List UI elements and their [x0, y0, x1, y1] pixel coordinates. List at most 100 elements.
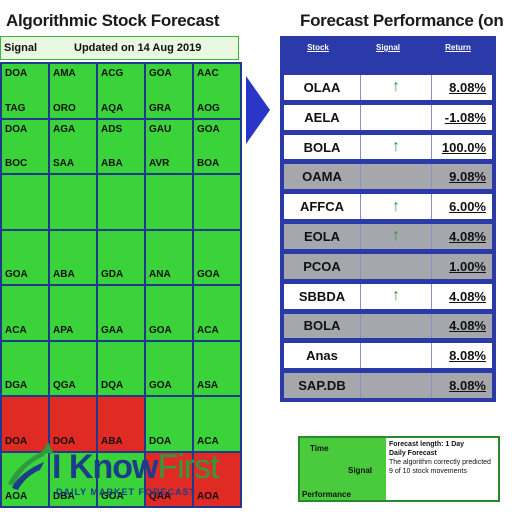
heatmap-cell[interactable]: GOA BOA	[194, 119, 240, 173]
heatmap-cell-top-label: DOA	[5, 123, 28, 135]
logo-tagline: DAILY MARKET FORECAST	[56, 487, 197, 497]
stock-symbol: AELA	[304, 109, 340, 125]
arrow-up-icon	[360, 164, 432, 190]
legend-description: Forecast length: 1 Day Daily Forecast Th…	[386, 438, 498, 500]
heatmap-cell[interactable]: GAU AVR	[146, 119, 192, 173]
return-percent: 4.08%	[449, 318, 486, 334]
heatmap-cell-bottom-label: SAA	[53, 158, 75, 169]
heatmap-cell[interactable]: GOA	[146, 286, 192, 340]
col-header-stock[interactable]: Stock	[307, 43, 329, 52]
heatmap-cell[interactable]: DOA	[146, 397, 192, 451]
heatmap-cell-bottom-label: ANA	[149, 269, 171, 280]
performance-row[interactable]: BOLA ↑ 100.0%	[283, 133, 493, 161]
heatmap-cell-bottom-label: AVR	[149, 158, 170, 169]
heatmap-cell[interactable]: AAC AOG	[194, 64, 240, 118]
col-header-return[interactable]: Return	[445, 43, 471, 52]
performance-row[interactable]: PCOA 1.00%	[283, 252, 493, 280]
heatmap-cell-bottom-label: TAG	[5, 102, 26, 114]
heatmap-cell[interactable]: ABA	[98, 397, 144, 451]
heatmap-cell[interactable]: AMA ORO	[50, 64, 96, 118]
heatmap-cell[interactable]: GOA	[194, 230, 240, 284]
heatmap-cell-bottom-label: GOA	[197, 269, 220, 280]
heatmap-cell-bottom-label: ACA	[5, 324, 27, 336]
legend-line-3: The algorithm correctly predicted 9 of 1…	[389, 459, 491, 475]
return-percent: -1.08%	[444, 109, 486, 125]
heatmap-cell[interactable]: QGA	[50, 341, 96, 395]
heatmap-cell-bottom-label: ACA	[197, 324, 219, 336]
heatmap-cell-top-label: DOA	[5, 68, 28, 79]
performance-row[interactable]: OAMA 9.08%	[283, 163, 493, 191]
performance-row[interactable]: Anas 8.08%	[283, 342, 493, 370]
return-percent: 8.08%	[449, 79, 486, 95]
arrow-up-icon	[360, 104, 432, 130]
heatmap-cell-bottom-label: DOA	[53, 435, 76, 447]
performance-row[interactable]: AFFCA ↑ 6.00%	[283, 193, 493, 221]
performance-row[interactable]: SAP.DB 8.08%	[283, 372, 493, 399]
heatmap-cell[interactable]: ACA	[2, 286, 48, 340]
heatmap-cell[interactable]: GOA	[2, 230, 48, 284]
heatmap-cell[interactable]	[2, 175, 48, 229]
heatmap-cell[interactable]: ASA	[194, 341, 240, 395]
return-percent: 4.08%	[449, 228, 486, 244]
stock-symbol: BOLA	[303, 139, 341, 155]
legend-line-2: Daily Forecast	[389, 450, 437, 457]
legend-key: Time Signal Performance	[300, 438, 386, 500]
heatmap-cell-top-label: GOA	[149, 68, 172, 79]
performance-row[interactable]: EOLA ↑ 4.08%	[283, 223, 493, 250]
return-percent: 100.0%	[441, 139, 486, 155]
heatmap-cell[interactable]: AGA SAA	[50, 119, 96, 173]
performance-table-header: Stock Signal Return	[283, 39, 493, 71]
performance-row[interactable]: OLAA ↑ 8.08%	[283, 74, 493, 101]
return-percent: 8.08%	[449, 378, 486, 394]
heatmap-cell-bottom-label: AOA	[197, 491, 220, 502]
heatmap-cell[interactable]: DGA	[2, 341, 48, 395]
heatmap-cell[interactable]	[50, 175, 96, 229]
performance-row[interactable]: BOLA 4.08%	[283, 312, 493, 340]
heatmap-cell-bottom-label: AOG	[197, 102, 220, 114]
heatmap-cell-bottom-label: GOA	[5, 269, 28, 280]
heatmap-cell-bottom-label: APA	[53, 324, 74, 336]
heatmap-cell[interactable]: GDA	[98, 230, 144, 284]
performance-table: Stock Signal Return OLAA ↑ 8.08% AELA -1.08%…	[280, 36, 496, 402]
stock-symbol: OLAA	[303, 79, 341, 95]
heatmap-cell[interactable]: GOA	[98, 452, 144, 506]
legend-key-time: Time	[310, 444, 329, 453]
heatmap-cell-bottom-label: GRA	[149, 102, 172, 114]
heatmap-cell[interactable]: DOA	[50, 397, 96, 451]
heatmap-cell-top-label: ACG	[101, 68, 124, 79]
heatmap-cell[interactable]: APA	[50, 286, 96, 340]
heatmap-cell[interactable]: ABA	[50, 230, 96, 284]
performance-row[interactable]: AELA -1.08%	[283, 103, 493, 131]
heatmap-cell[interactable]: GOA	[146, 341, 192, 395]
heatmap-cell[interactable]: ADS ABA	[98, 119, 144, 173]
heatmap-cell[interactable]	[194, 175, 240, 229]
logo-brand-b: First	[157, 448, 219, 486]
heatmap-cell[interactable]	[146, 175, 192, 229]
arrow-up-icon: ↑	[360, 75, 432, 100]
arrow-up-icon: ↑	[360, 224, 432, 249]
heatmap-cell[interactable]: DQA	[98, 341, 144, 395]
heatmap-cell[interactable]: DOA	[2, 397, 48, 451]
heatmap-cell[interactable]	[98, 175, 144, 229]
return-percent: 1.00%	[449, 258, 486, 274]
heatmap-cell[interactable]: GOA GRA	[146, 64, 192, 118]
heatmap-cell[interactable]: AOA	[194, 452, 240, 506]
heatmap-cell[interactable]: DOA BOC	[2, 119, 48, 173]
legend-line-1: Forecast length: 1 Day	[389, 441, 465, 448]
stock-symbol: OAMA	[302, 169, 342, 185]
heatmap-cell[interactable]: GAA	[98, 286, 144, 340]
heatmap-cell[interactable]: DOA TAG	[2, 64, 48, 118]
heatmap-cell[interactable]: ACA	[194, 286, 240, 340]
heatmap-cell-bottom-label: DOA	[149, 435, 172, 447]
logo-wordmark: I KnowFirst	[52, 448, 220, 487]
heatmap-cell[interactable]: ANA	[146, 230, 192, 284]
heatmap-cell[interactable]: ACG AQA	[98, 64, 144, 118]
heatmap-cell[interactable]: ACA	[194, 397, 240, 451]
heatmap-cell-bottom-label: ACA	[197, 435, 219, 447]
heatmap-header-label: Signal	[4, 42, 38, 54]
heatmap-cell-top-label: ADS	[101, 123, 123, 135]
col-header-signal[interactable]: Signal	[375, 43, 400, 52]
performance-row[interactable]: SBBDA ↑ 4.08%	[283, 282, 493, 310]
heatmap-cell[interactable]: DBA	[50, 452, 96, 506]
heatmap-cell[interactable]: QAA	[146, 452, 192, 506]
